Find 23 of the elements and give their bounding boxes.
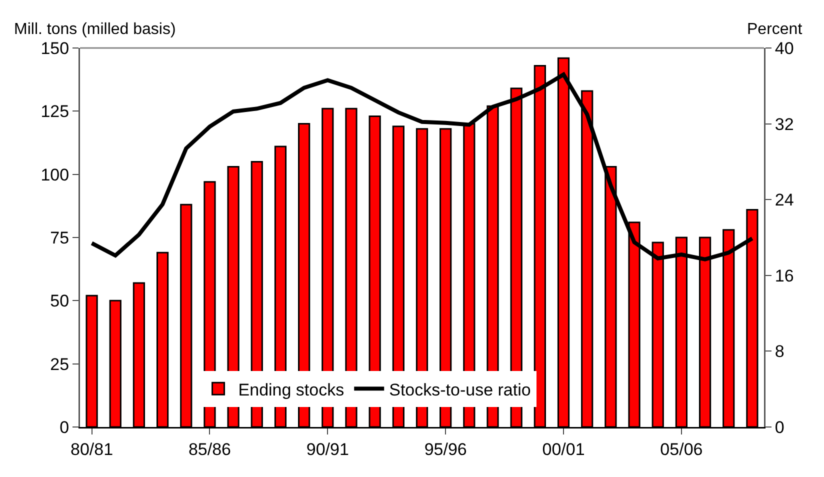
y-axis-title: Mill. tons (milled basis): [14, 21, 176, 38]
y-tick-label: 25: [50, 354, 70, 374]
y2-tick-label: 40: [774, 38, 794, 58]
y-tick-label: 150: [40, 38, 70, 58]
y2-tick-label: 32: [774, 114, 794, 134]
x-tick-label: 80/81: [70, 440, 114, 459]
legend-label: Stocks-to-use ratio: [389, 380, 531, 400]
y-tick-label: 50: [50, 292, 70, 311]
x-tick-label: 95/96: [424, 440, 467, 459]
y-tick-label: 0: [60, 418, 70, 437]
y2-tick-label: 16: [774, 266, 794, 286]
y-tick-label: 100: [40, 165, 70, 184]
y2-tick-label: 0: [774, 418, 784, 437]
y-tick-label: 75: [50, 228, 70, 248]
x-tick-label: 05/06: [660, 440, 703, 459]
x-tick-label: 00/01: [542, 440, 585, 459]
y2-tick-label: 24: [774, 190, 794, 210]
y-tick-label: 125: [40, 102, 70, 122]
y2-tick-label: 8: [774, 342, 784, 362]
legend-label: Ending stocks: [238, 380, 344, 400]
x-tick-label: 90/91: [306, 440, 349, 459]
y2-axis-title: Percent: [747, 21, 803, 38]
x-tick-label: 85/86: [188, 440, 231, 459]
